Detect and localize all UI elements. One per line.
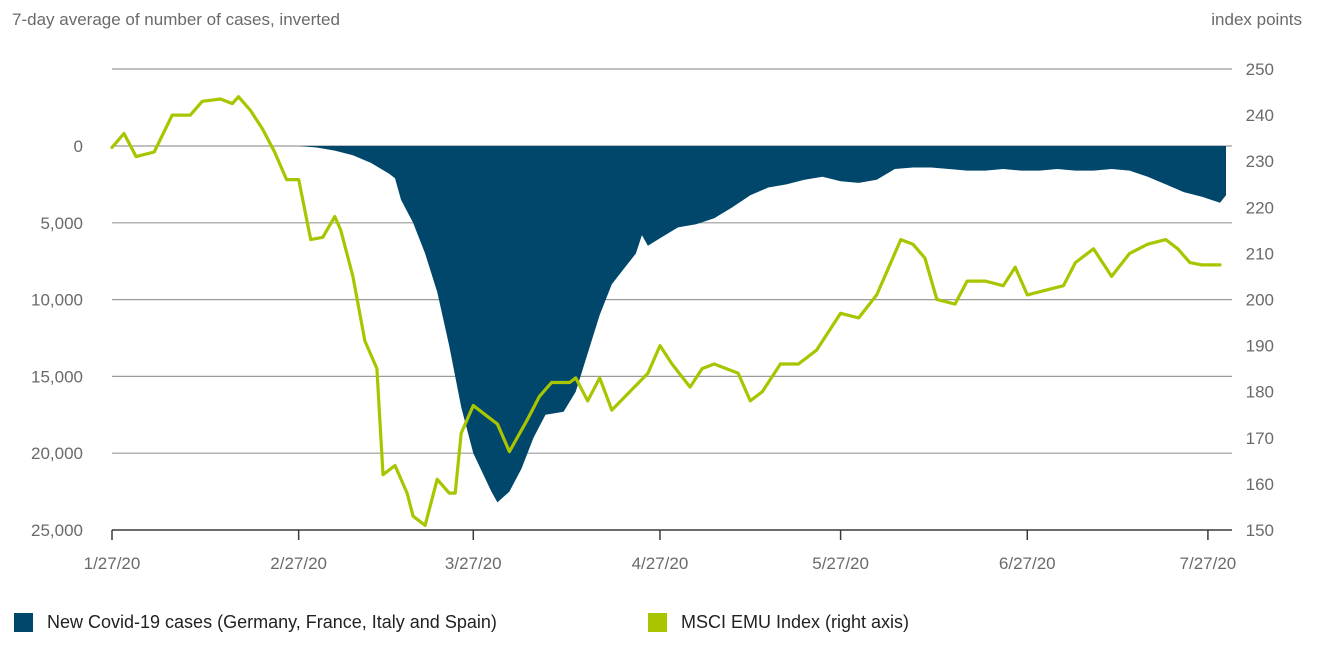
right-tick-label: 250 bbox=[1246, 60, 1274, 79]
right-tick-label: 210 bbox=[1246, 244, 1274, 263]
chart: 7-day average of number of cases, invert… bbox=[12, 10, 1302, 573]
right-tick-label: 160 bbox=[1246, 475, 1274, 494]
right-tick-label: 220 bbox=[1246, 198, 1274, 217]
legend-item-cases: New Covid-19 cases (Germany, France, Ita… bbox=[14, 612, 497, 633]
x-tick-label: 3/27/20 bbox=[445, 554, 502, 573]
legend: New Covid-19 cases (Germany, France, Ita… bbox=[0, 612, 1324, 642]
index-line-layer bbox=[110, 95, 1222, 528]
x-axis-ticks: 1/27/20 2/27/20 3/27/20 4/27/20 5/27/20 6/27/… bbox=[84, 530, 1237, 573]
left-axis-title: 7-day average of number of cases, invert… bbox=[12, 10, 340, 29]
right-tick-label: 230 bbox=[1246, 152, 1274, 171]
legend-swatch-index bbox=[648, 613, 667, 632]
right-tick-label: 170 bbox=[1246, 429, 1274, 448]
left-tick-label: 0 bbox=[74, 137, 83, 156]
right-tick-label: 180 bbox=[1246, 383, 1274, 402]
right-tick-label: 190 bbox=[1246, 337, 1274, 356]
x-tick-label: 1/27/20 bbox=[84, 554, 141, 573]
x-tick-label: 5/27/20 bbox=[812, 554, 869, 573]
cases-area bbox=[298, 146, 1226, 503]
right-tick-label: 200 bbox=[1246, 291, 1274, 310]
index-line bbox=[110, 95, 1222, 528]
left-tick-label: 5,000 bbox=[40, 214, 83, 233]
legend-label-cases: New Covid-19 cases (Germany, France, Ita… bbox=[47, 612, 497, 632]
x-tick-label: 6/27/20 bbox=[999, 554, 1056, 573]
legend-item-index: MSCI EMU Index (right axis) bbox=[648, 612, 909, 633]
right-axis-title: index points bbox=[1211, 10, 1302, 29]
right-tick-label: 240 bbox=[1246, 106, 1274, 125]
left-tick-label: 25,000 bbox=[31, 521, 83, 540]
left-tick-label: 20,000 bbox=[31, 444, 83, 463]
cases-area-layer bbox=[298, 146, 1226, 503]
right-tick-label: 150 bbox=[1246, 521, 1274, 540]
legend-label-index: MSCI EMU Index (right axis) bbox=[681, 612, 910, 632]
x-tick-label: 2/27/20 bbox=[270, 554, 327, 573]
left-axis-ticks: 0 5,000 10,000 15,000 20,000 25,000 bbox=[31, 137, 83, 540]
x-tick-label: 4/27/20 bbox=[632, 554, 689, 573]
left-tick-label: 10,000 bbox=[31, 291, 83, 310]
x-tick-label: 7/27/20 bbox=[1180, 554, 1237, 573]
right-axis-ticks: 250 240 230 220 210 200 190 180 170 160 150 bbox=[1246, 60, 1274, 540]
legend-swatch-cases bbox=[14, 613, 33, 632]
left-tick-label: 15,000 bbox=[31, 367, 83, 386]
gridlines bbox=[112, 68, 1232, 454]
